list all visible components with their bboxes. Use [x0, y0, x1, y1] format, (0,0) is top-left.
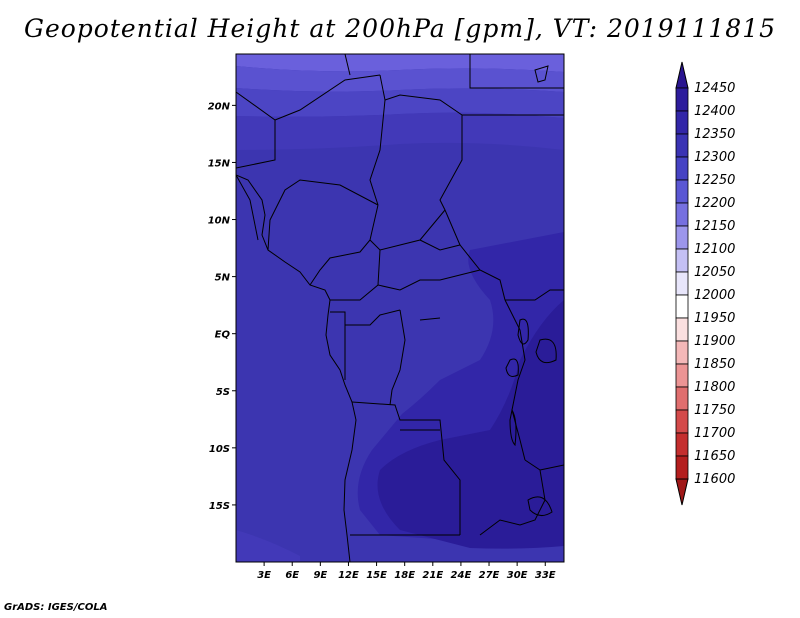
colorbar-segment [675, 110, 689, 135]
colorbar-segment [675, 294, 689, 319]
colorbar-label: 12150 [694, 219, 735, 234]
colorbar-label: 11900 [694, 334, 735, 349]
lat-tick-label: 10S [209, 444, 230, 455]
map-panel: 20N 15N 10N 5N EQ 5S 10S 15S 3E 6E 9E 12E 15E 18E 21E… [208, 53, 735, 581]
lakes [419, 65, 557, 516]
colorbar-segment [675, 179, 689, 204]
lat-tick-label: EQ [215, 330, 231, 341]
colorbar-label: 12200 [694, 196, 735, 211]
colorbar-label: 11700 [694, 426, 735, 441]
lon-tick-label: 6E [285, 570, 299, 581]
colorbar-label: 12250 [694, 173, 735, 188]
lon-tick-label: 18E [394, 570, 415, 581]
colorbar-segment [675, 363, 689, 388]
colorbar-segment [675, 271, 689, 296]
lat-tick-label: 10N [208, 216, 231, 227]
colorbar-segment [675, 87, 689, 112]
colorbar-segment [675, 340, 689, 365]
colorbar-label: 12350 [694, 127, 735, 142]
map-title: Geopotential Height at 200hPa [gpm], VT:… [23, 14, 777, 43]
colorbar-label: 11600 [694, 472, 735, 487]
colorbar-label: 12000 [694, 288, 735, 303]
lon-tick-label: 3E [257, 570, 271, 581]
colorbar-segment [675, 455, 689, 480]
colorbar-label: 11800 [694, 380, 735, 395]
colorbar-label: 12450 [694, 81, 735, 96]
colorbar-label: 12300 [694, 150, 735, 165]
lon-tick-label: 24E [451, 570, 472, 581]
latitude-labels: 20N 15N 10N 5N EQ 5S 10S 15S [208, 101, 236, 512]
lon-tick-label: 21E [422, 570, 443, 581]
colorbar-segment [675, 156, 689, 181]
credit-label: GrADS: IGES/COLA [4, 602, 108, 613]
lon-tick-label: 27E [479, 570, 500, 581]
colorbar-label: 11950 [694, 311, 735, 326]
colorbar-min-triangle [675, 478, 689, 506]
colorbar-segment [675, 432, 689, 457]
field-band-3 [236, 88, 564, 118]
lon-tick-label: 30E [507, 570, 528, 581]
lon-tick-label: 12E [338, 570, 359, 581]
country-borders [236, 54, 564, 562]
field-band-2 [236, 66, 564, 92]
colorbar-segment [675, 202, 689, 227]
lat-tick-label: 5N [215, 273, 231, 284]
field-max-region [377, 300, 564, 549]
lon-tick-label: 9E [313, 570, 327, 581]
colorbar-segment [675, 317, 689, 342]
colorbar-segment [675, 386, 689, 411]
lon-tick-label: 15E [366, 570, 387, 581]
longitude-labels: 3E 6E 9E 12E 15E 18E 21E 24E 27E 30E 33E [257, 562, 556, 581]
lat-tick-label: 20N [208, 101, 231, 112]
field-band-4 [236, 112, 564, 150]
colorbar-segment [675, 248, 689, 273]
map-frame [235, 53, 565, 563]
field-band-1 [236, 54, 564, 72]
colorbar: 12450 12400 12350 12300 12250 12200 12150 12100… [675, 61, 735, 506]
colorbar-label: 12100 [694, 242, 735, 257]
lat-tick-label: 5S [216, 387, 230, 398]
lat-tick-label: 15N [208, 158, 231, 169]
colorbar-label: 11850 [694, 357, 735, 372]
field-south-band [236, 530, 300, 562]
colorbar-label: 11750 [694, 403, 735, 418]
colorbar-segment [675, 409, 689, 434]
colorbar-label: 12050 [694, 265, 735, 280]
colorbar-max-triangle [675, 61, 689, 89]
lon-tick-label: 33E [535, 570, 556, 581]
colorbar-label: 11650 [694, 449, 735, 464]
colorbar-label: 12400 [694, 104, 735, 119]
colorbar-segment [675, 133, 689, 158]
colorbar-segment [675, 225, 689, 250]
lat-tick-label: 15S [209, 501, 230, 512]
